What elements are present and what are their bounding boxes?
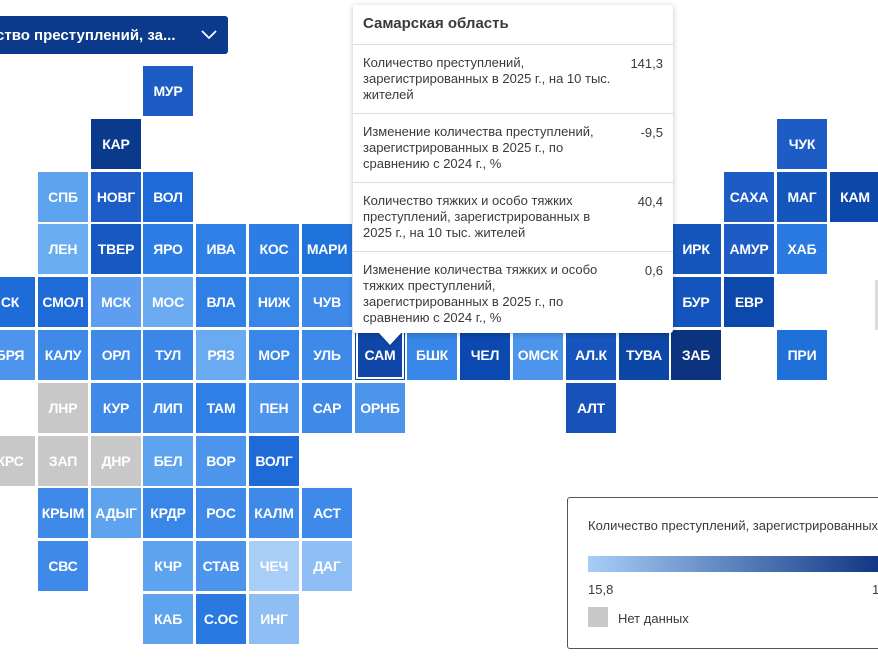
region-tile[interactable]: НИЖ <box>249 277 299 327</box>
region-tile[interactable]: ЯРО <box>143 224 193 274</box>
region-tile[interactable]: КАМ <box>830 172 878 222</box>
region-tile[interactable]: С.ОС <box>196 594 246 644</box>
legend-title: Количество преступлений, зарегистрирован… <box>588 518 878 533</box>
region-tile[interactable]: ПРИ <box>777 330 827 380</box>
region-tile[interactable]: УЛЬ <box>302 330 352 380</box>
region-tile[interactable]: ВОР <box>196 436 246 486</box>
region-tile[interactable]: ИВА <box>196 224 246 274</box>
region-tile[interactable]: ИРК <box>671 224 721 274</box>
region-tile[interactable]: ЧУК <box>777 119 827 169</box>
region-tile[interactable]: ТУЛ <box>143 330 193 380</box>
region-tile[interactable]: ВЛА <box>196 277 246 327</box>
region-tile[interactable]: МАРИ <box>302 224 352 274</box>
region-tile[interactable]: ТУВА <box>619 330 669 380</box>
tooltip-row-value: 40,4 <box>637 194 663 209</box>
no-data-label: Нет данных <box>618 611 689 626</box>
region-tile[interactable]: ВОЛГ <box>249 436 299 486</box>
region-tile[interactable]: КРДР <box>143 488 193 538</box>
region-tile[interactable]: ТАМ <box>196 383 246 433</box>
region-tile[interactable]: КАБ <box>143 594 193 644</box>
tooltip-row-value: 0,6 <box>644 263 663 278</box>
region-tile[interactable]: ЛНР <box>38 383 88 433</box>
region-tile[interactable]: СМОЛ <box>38 277 88 327</box>
legend-max-label: 1 <box>872 582 878 597</box>
tooltip-row-value: -9,5 <box>640 125 663 140</box>
region-tile[interactable]: КОС <box>249 224 299 274</box>
region-tile[interactable]: КАЛМ <box>249 488 299 538</box>
region-tile[interactable]: МОС <box>143 277 193 327</box>
region-tile[interactable]: СТАВ <box>196 541 246 591</box>
region-tile[interactable]: КРС <box>0 436 35 486</box>
region-tile[interactable]: РОС <box>196 488 246 538</box>
region-tile[interactable]: ТВЕР <box>91 224 141 274</box>
region-tile[interactable]: НОВГ <box>91 172 141 222</box>
region-tile[interactable]: ОРЛ <box>91 330 141 380</box>
region-tile[interactable]: СПБ <box>38 172 88 222</box>
indicator-dropdown-label: ство преступлений, за... <box>0 26 176 44</box>
region-tile[interactable]: АЛ.К <box>566 330 616 380</box>
region-tile[interactable]: ЗАБ <box>671 330 721 380</box>
indicator-dropdown[interactable]: ство преступлений, за... <box>0 16 228 54</box>
region-tile[interactable]: ДНР <box>91 436 141 486</box>
tooltip-row-label: Изменение количества преступлений, зарег… <box>363 124 594 171</box>
region-tile[interactable]: АЛТ <box>566 383 616 433</box>
region-tile[interactable]: САР <box>302 383 352 433</box>
region-tooltip: Самарская область Количество преступлени… <box>353 5 673 333</box>
region-tile[interactable]: РЯЗ <box>196 330 246 380</box>
region-tile[interactable]: ЧЕЧ <box>249 541 299 591</box>
region-tile[interactable]: ВОЛ <box>143 172 193 222</box>
region-tile[interactable]: АМУР <box>724 224 774 274</box>
tooltip-row: Изменение количества преступлений, зарег… <box>353 114 673 183</box>
region-tile[interactable]: КАР <box>91 119 141 169</box>
region-tile[interactable]: ОМСК <box>513 330 563 380</box>
region-tile[interactable]: МСК <box>91 277 141 327</box>
tooltip-row: Количество преступлений, зарегистрирован… <box>353 45 673 114</box>
offscreen-panel-edge <box>875 280 878 330</box>
region-tile[interactable]: КАЛУ <box>38 330 88 380</box>
region-tile[interactable]: КЧР <box>143 541 193 591</box>
region-tile[interactable]: КРЫМ <box>38 488 88 538</box>
tooltip-row-label: Изменение количества тяжких и особо тяжк… <box>363 262 598 325</box>
tooltip-row-value: 141,3 <box>630 56 663 71</box>
region-tile[interactable]: АДЫГ <box>91 488 141 538</box>
region-tile[interactable]: ЕВР <box>724 277 774 327</box>
tooltip-row-label: Количество тяжких и особо тяжких преступ… <box>363 193 591 240</box>
region-tile[interactable]: БРЯ <box>0 330 35 380</box>
tooltip-row: Количество тяжких и особо тяжких преступ… <box>353 183 673 252</box>
region-tile[interactable]: КУР <box>91 383 141 433</box>
region-tile[interactable]: ОРНБ <box>355 383 405 433</box>
chevron-down-icon <box>200 26 218 44</box>
region-tile[interactable]: ЗАП <box>38 436 88 486</box>
map-legend: Количество преступлений, зарегистрирован… <box>567 497 878 649</box>
tooltip-row: Изменение количества тяжких и особо тяжк… <box>353 252 673 332</box>
region-tile[interactable]: АСТ <box>302 488 352 538</box>
region-tile[interactable]: ЛИП <box>143 383 193 433</box>
region-tile[interactable]: ХАБ <box>777 224 827 274</box>
tooltip-pointer <box>378 332 402 345</box>
region-tile[interactable]: САХА <box>724 172 774 222</box>
region-tile[interactable]: СВС <box>38 541 88 591</box>
region-tile[interactable]: ЛЕН <box>38 224 88 274</box>
no-data-swatch <box>588 607 608 627</box>
region-tile[interactable]: БЕЛ <box>143 436 193 486</box>
region-tile[interactable]: БШК <box>407 330 457 380</box>
region-tile[interactable]: ИНГ <box>249 594 299 644</box>
legend-min-label: 15,8 <box>588 582 614 597</box>
region-tile[interactable]: ПЕН <box>249 383 299 433</box>
tooltip-row-label: Количество преступлений, зарегистрирован… <box>363 55 611 102</box>
region-tile[interactable]: ДАГ <box>302 541 352 591</box>
region-tile[interactable]: МАГ <box>777 172 827 222</box>
region-tile[interactable]: МУР <box>143 66 193 116</box>
region-tile[interactable]: БУР <box>671 277 721 327</box>
region-tile[interactable]: СК <box>0 277 35 327</box>
legend-gradient-bar <box>588 556 878 572</box>
region-tile[interactable]: ЧЕЛ <box>460 330 510 380</box>
tooltip-title: Самарская область <box>353 5 673 45</box>
region-tile[interactable]: ЧУВ <box>302 277 352 327</box>
region-tile[interactable]: МОР <box>249 330 299 380</box>
